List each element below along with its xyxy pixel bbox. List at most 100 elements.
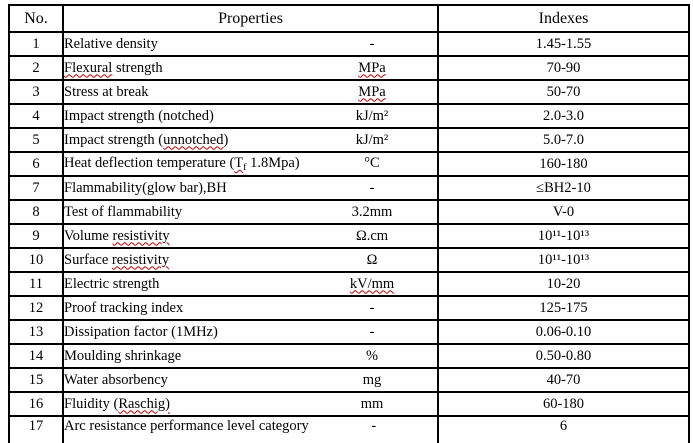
row-number: 8 [8, 199, 64, 225]
table-row: 9 Volume resistivity Ω.cm 10¹¹-10¹³ [8, 223, 690, 249]
row-number: 4 [8, 103, 64, 129]
property-name: Flammability(glow bar),BH [64, 179, 307, 197]
text-segment: Electric strength [64, 275, 160, 292]
property-cell: Proof tracking index - [62, 295, 439, 321]
index-value: 50-70 [437, 79, 690, 105]
property-cell: Arc resistance performance level categor… [62, 415, 439, 443]
header-row: No. Properties Indexes [8, 4, 690, 33]
property-cell: Relative density - [62, 31, 439, 57]
text-segment: 3.2mm [351, 203, 393, 220]
property-name: Test of flammability [65, 204, 307, 221]
row-number: 13 [8, 319, 64, 345]
property-name: Impact strength (notched) [64, 107, 307, 125]
text-segment: Flexural [64, 59, 113, 76]
property-unit: Ω [307, 252, 436, 269]
row-number: 17 [8, 415, 64, 443]
text-segment: kJ/m² [355, 131, 389, 148]
property-cell: Test of flammability 3.2mm [62, 199, 439, 225]
table-row: 3 Stress at break MPa 50-70 [8, 79, 690, 105]
property-name: Impact strength (unnotched) [65, 131, 307, 149]
row-number: 12 [8, 295, 64, 321]
text-segment: Flammability(glow bar),BH [64, 179, 227, 196]
col-header-properties: Properties [62, 4, 439, 33]
property-unit: °C [307, 155, 436, 172]
property-unit: kJ/m² [307, 108, 436, 125]
index-value: 0.06-0.10 [437, 319, 690, 345]
property-cell: Surface resistivity Ω [62, 247, 439, 273]
text-segment: ≤BH2-10 [536, 179, 591, 196]
table-row: 8 Test of flammability 3.2mm V-0 [8, 199, 690, 225]
text-segment: 160-180 [539, 155, 588, 172]
text-segment: Heat deflection temperature ( [64, 155, 235, 171]
property-cell: Stress at break MPa [62, 79, 439, 105]
text-segment: resistivity [112, 227, 170, 244]
text-segment: Impact strength (notched) [64, 107, 214, 124]
table-row: 17 Arc resistance performance level categ… [8, 415, 690, 443]
text-segment: Surface [64, 251, 112, 268]
row-number: 16 [8, 391, 64, 417]
text-segment: Proof tracking index [64, 299, 184, 316]
property-name: Surface resistivity [64, 251, 307, 269]
property-name: Electric strength [64, 275, 307, 293]
text-segment: MPa [358, 59, 386, 76]
property-cell: Fluidity (Raschig) mm [62, 391, 439, 417]
text-segment: 10¹¹-10¹³ [537, 251, 590, 268]
table-row: 11 Electric strength kV/mm 10-20 [8, 271, 690, 297]
property-unit: kV/mm [307, 275, 436, 293]
text-segment: V-0 [552, 203, 575, 220]
index-value: 10¹¹-10¹³ [437, 247, 690, 273]
property-cell: Moulding shrinkage% [62, 343, 439, 369]
property-unit: MPa [307, 83, 436, 101]
index-value: 10¹¹-10¹³ [437, 223, 690, 249]
row-number: 5 [8, 127, 64, 153]
property-name: Relative density [64, 35, 307, 53]
table-row: 7 Flammability(glow bar),BH - ≤BH2-10 [8, 175, 690, 201]
row-number: 10 [8, 247, 64, 273]
table-body: 1 Relative density - 1.45-1.55 2 Flexural str… [8, 31, 690, 443]
index-value: 6 [437, 415, 690, 443]
property-cell: Flexural strength MPa [62, 55, 439, 81]
text-segment: MPa [358, 83, 386, 100]
text-segment: 0.06-0.10 [535, 323, 592, 340]
col-header-no: No. [8, 4, 64, 33]
text-segment: - [369, 299, 375, 316]
text-segment: 1.8Mpa) [246, 155, 300, 171]
text-segment: kV/mm [349, 275, 395, 292]
row-number: 3 [8, 79, 64, 105]
text-segment: resistivity [111, 251, 170, 268]
row-number: 7 [8, 175, 64, 201]
text-segment: 6 [559, 418, 568, 434]
text-segment: unnotched [163, 131, 224, 148]
index-value: 1.45-1.55 [437, 31, 690, 57]
property-name: Proof tracking index [64, 299, 307, 317]
property-unit: - [307, 36, 436, 53]
property-name: Water absorbency [65, 372, 307, 389]
property-unit: - [307, 324, 436, 341]
property-unit: - [307, 299, 436, 317]
property-cell: Volume resistivity Ω.cm [62, 223, 439, 249]
index-value: 125-175 [437, 295, 690, 321]
col-header-indexes: Indexes [437, 4, 690, 33]
property-unit: Ω.cm [307, 227, 436, 245]
text-segment: Relative density [64, 35, 158, 52]
text-segment: f [243, 162, 247, 173]
property-name: Stress at break [65, 84, 307, 101]
text-segment: Ω.cm [355, 227, 389, 244]
index-value: 160-180 [437, 151, 690, 177]
property-name: Moulding shrinkage [65, 348, 307, 365]
property-unit: MPa [307, 59, 436, 77]
property-cell: Impact strength (unnotched) kJ/m² [62, 127, 439, 153]
property-name: Dissipation factor (1MHz) [65, 324, 307, 341]
index-value: 10-20 [437, 271, 690, 297]
property-unit: mm [307, 395, 436, 413]
property-name: Flexural strength [64, 59, 307, 77]
text-segment: mm [360, 395, 384, 412]
row-number: 2 [8, 55, 64, 81]
text-segment: 5.0-7.0 [542, 131, 585, 148]
property-unit: - [307, 180, 436, 197]
index-value: 0.50-0.80 [437, 343, 690, 369]
property-name: Fluidity (Raschig) [65, 396, 307, 413]
index-value: ≤BH2-10 [437, 175, 690, 201]
row-number: 15 [8, 367, 64, 393]
